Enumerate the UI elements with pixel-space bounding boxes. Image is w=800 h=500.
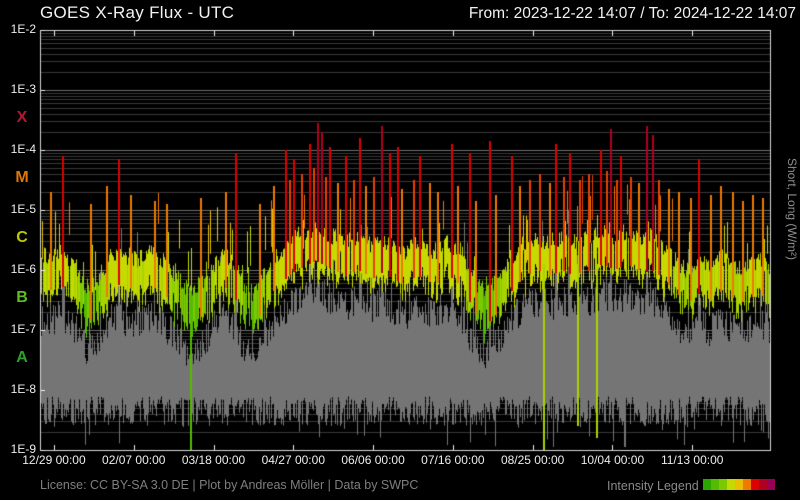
x-axis-tick-label: 11/13 00:00	[660, 453, 724, 467]
legend-color-swatch	[750, 479, 759, 490]
y-axis-tick-label: 1E-8	[10, 382, 36, 396]
y-axis-tick-label: 1E-5	[10, 202, 36, 216]
y-axis-tick-label: 1E-6	[10, 262, 36, 276]
y-axis-tick-label: 1E-4	[10, 142, 36, 156]
legend-color-swatch	[758, 479, 767, 490]
y-axis-tick-label: 1E-2	[10, 22, 36, 36]
y-axis-tick-label: 1E-7	[10, 322, 36, 336]
flare-class-label-a: A	[16, 349, 28, 366]
x-axis-tick-label: 06/06 00:00	[341, 453, 405, 467]
x-axis-tick-label: 03/18 00:00	[181, 453, 246, 467]
legend-color-swatch	[702, 479, 711, 490]
intensity-legend: Intensity Legend	[607, 477, 775, 495]
flare-class-label-c: C	[16, 229, 28, 246]
legend-color-swatch	[726, 479, 735, 490]
flare-class-label-b: B	[16, 289, 28, 306]
legend-color-swatch	[734, 479, 743, 490]
flare-class-label-m: M	[15, 169, 29, 186]
x-axis-tick-label: 04/27 00:00	[261, 453, 325, 467]
y-axis-tick-label: 1E-3	[10, 82, 36, 96]
date-range-label: From: 2023-12-22 14:07 / To: 2024-12-22 …	[468, 5, 796, 22]
x-axis-tick-label: 12/29 00:00	[22, 453, 86, 467]
right-axis-label: Short, Long (W/m²)	[785, 158, 799, 261]
legend-color-swatch	[766, 479, 775, 490]
page-title: GOES X-Ray Flux - UTC	[40, 3, 235, 22]
license-credit-line: License: CC BY-SA 3.0 DE | Plot by Andre…	[40, 478, 419, 492]
legend-color-swatch	[718, 479, 727, 490]
x-axis-tick-label: 08/25 00:00	[500, 453, 565, 467]
intensity-legend-colorbar	[702, 477, 775, 495]
x-axis-tick-label: 02/07 00:00	[102, 453, 166, 467]
x-axis-tick-label: 10/04 00:00	[580, 453, 645, 467]
y-axis-tick-label: 1E-9	[10, 442, 36, 456]
flare-class-label-x: X	[16, 109, 28, 126]
intensity-legend-label: Intensity Legend	[607, 479, 699, 493]
legend-color-swatch	[742, 479, 751, 490]
x-axis-tick-label: 07/16 00:00	[421, 453, 485, 467]
legend-color-swatch	[710, 479, 719, 490]
